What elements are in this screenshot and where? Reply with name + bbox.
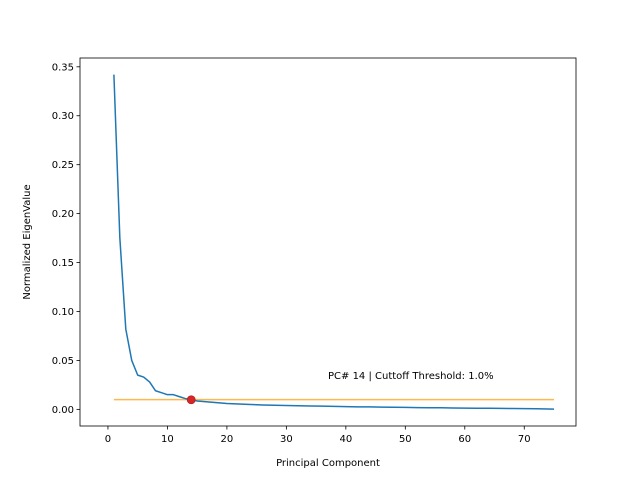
y-tick-label: 0.00 xyxy=(52,405,74,416)
y-tick-label: 0.15 xyxy=(52,258,74,269)
x-tick-label: 20 xyxy=(221,434,234,445)
x-tick-label: 30 xyxy=(280,434,293,445)
x-axis-label: Principal Component xyxy=(276,458,380,469)
y-axis-ticks: 0.00 0.05 0.10 0.15 0.20 0.25 0.30 0.35 xyxy=(52,62,80,416)
x-tick-label: 70 xyxy=(518,434,531,445)
cutoff-marker xyxy=(186,395,196,405)
y-tick-label: 0.10 xyxy=(52,307,74,318)
x-axis-ticks: 0 10 20 30 40 50 60 70 xyxy=(105,426,531,445)
y-tick-label: 0.25 xyxy=(52,160,74,171)
x-tick-label: 40 xyxy=(339,434,352,445)
x-tick-label: 0 xyxy=(105,434,111,445)
y-tick-label: 0.20 xyxy=(52,209,74,220)
y-tick-label: 0.35 xyxy=(52,62,74,73)
y-axis-label: Normalized EigenValue xyxy=(22,184,33,299)
plot-area xyxy=(113,74,555,410)
y-tick-label: 0.30 xyxy=(52,111,74,122)
x-tick-label: 60 xyxy=(458,434,471,445)
x-tick-label: 10 xyxy=(161,434,174,445)
eigenvalue-series-line xyxy=(113,74,555,410)
y-tick-label: 0.05 xyxy=(52,356,74,367)
x-tick-label: 50 xyxy=(399,434,412,445)
axes-frame xyxy=(79,57,577,427)
threshold-annotation: PC# 14 | Cuttoff Threshold: 1.0% xyxy=(328,371,494,382)
